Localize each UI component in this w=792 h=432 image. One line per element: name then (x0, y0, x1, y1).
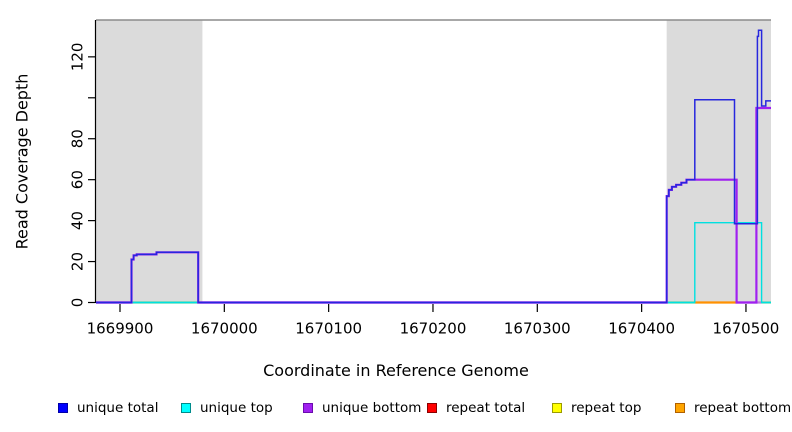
legend-item-repeat-top: repeat top (552, 398, 641, 418)
legend-item-repeat-bottom: repeat bottom (675, 398, 791, 418)
x-tick-label: 1670100 (295, 320, 362, 338)
y-axis-title: Read Coverage Depth (12, 73, 32, 250)
y-tick-label: 80 (69, 129, 87, 148)
legend-label: unique bottom (322, 400, 422, 416)
legend-swatch-icon (675, 403, 685, 413)
legend: unique total unique top unique bottom repea… (0, 398, 792, 422)
legend-label: repeat bottom (694, 400, 792, 416)
legend-item-repeat-total: repeat total (427, 398, 525, 418)
x-tick-label: 1669900 (87, 320, 154, 338)
x-tick-label: 1670500 (713, 320, 780, 338)
legend-label: repeat total (446, 400, 526, 416)
legend-swatch-icon (552, 403, 562, 413)
legend-swatch-icon (181, 403, 191, 413)
y-tick-label: 20 (69, 252, 87, 271)
y-tick-label: 60 (69, 170, 87, 189)
y-tick-label: 0 (69, 298, 87, 308)
x-tick-label: 1670300 (504, 320, 571, 338)
series-unique-total (96, 29, 771, 304)
repeat-region-right (666, 20, 771, 304)
legend-label: unique total (77, 400, 159, 416)
y-tick-label: 40 (69, 211, 87, 230)
x-tick-label: 1670000 (191, 320, 258, 338)
y-tick-label: 120 (69, 43, 87, 72)
legend-item-unique-total: unique total (58, 398, 158, 418)
legend-item-unique-top: unique top (181, 398, 273, 418)
legend-swatch-icon (58, 403, 68, 413)
x-axis-title: Coordinate in Reference Genome (263, 361, 529, 380)
x-tick-label: 1670400 (608, 320, 675, 338)
x-tick-label: 1670200 (400, 320, 467, 338)
legend-swatch-icon (427, 403, 437, 413)
legend-swatch-icon (303, 403, 313, 413)
legend-label: unique top (200, 400, 273, 416)
legend-item-unique-bottom: unique bottom (303, 398, 421, 418)
legend-label: repeat top (571, 400, 642, 416)
repeat-region-left (96, 20, 203, 304)
